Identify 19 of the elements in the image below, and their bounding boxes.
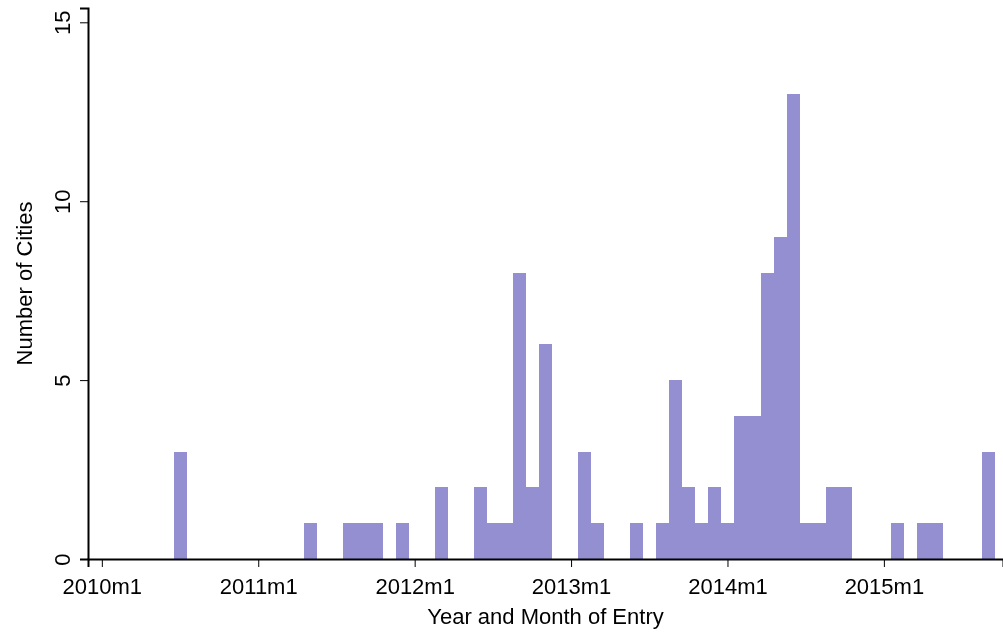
y-tick-label: 10 <box>49 189 75 214</box>
x-tick-label: 2011m1 <box>219 574 298 600</box>
bar <box>304 523 318 559</box>
x-axis-title: Year and Month of Entry <box>427 604 664 629</box>
y-tick-label: 5 <box>49 374 75 387</box>
y-axis-title: Number of Cities <box>12 201 37 366</box>
bar <box>174 451 188 559</box>
y-tick-label: 0 <box>49 553 75 566</box>
x-tick-label: 2013m1 <box>531 574 612 600</box>
x-tick-label: 2012m1 <box>375 574 455 600</box>
bar <box>434 487 448 559</box>
bar <box>630 523 644 559</box>
x-tick-label: 2010m1 <box>62 574 143 600</box>
x-tick-label: 2014m1 <box>688 574 768 600</box>
x-tick-label: 2015m1 <box>844 574 925 600</box>
y-tick-label: 15 <box>49 10 75 36</box>
bar <box>982 451 996 559</box>
bar <box>890 523 904 559</box>
bar <box>395 523 409 559</box>
